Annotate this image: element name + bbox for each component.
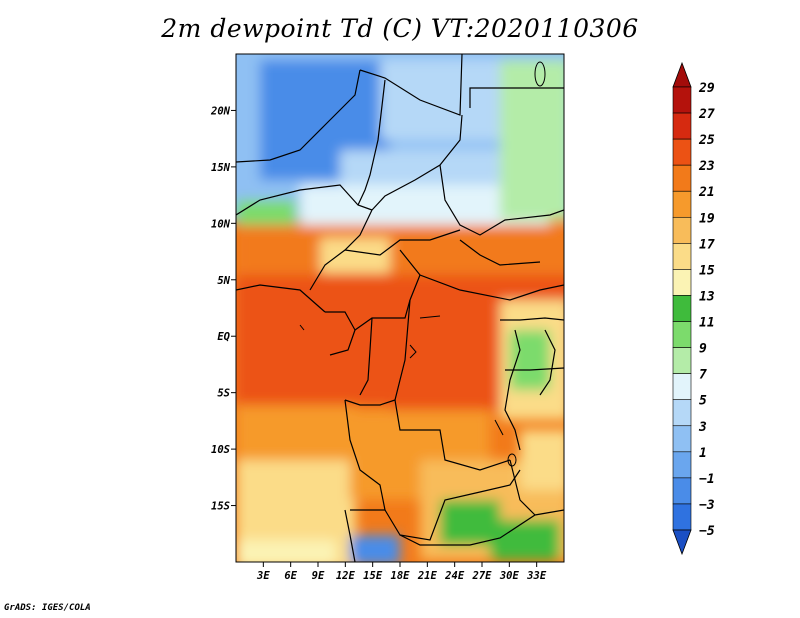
x-tick-label: 9E: [312, 570, 325, 582]
x-tick-label: 21E: [417, 570, 438, 582]
colorbar-label: 3: [698, 420, 707, 435]
colorbar-label: 13: [699, 289, 715, 304]
x-tick-label: 15E: [363, 570, 383, 582]
colorbar-segment: [672, 164, 692, 192]
colorbar-segment: [672, 347, 692, 374]
colorbar-bottom-arrow: [672, 529, 692, 556]
y-tick-label: EQ: [217, 331, 230, 343]
colorbar-label: 9: [699, 342, 707, 357]
y-tick-label: 20N: [210, 105, 231, 117]
colorbar-segment: [672, 190, 692, 218]
colorbar-label: 23: [698, 159, 715, 174]
x-tick-label: 12E: [336, 570, 356, 582]
colorbar-label: −1: [699, 472, 715, 487]
y-tick-label: 15N: [211, 162, 231, 174]
x-tick-label: 3E: [256, 570, 270, 582]
colorbar-segment: [672, 321, 692, 348]
y-tick-label: 5N: [217, 275, 230, 287]
colorbar-label: −3: [699, 498, 715, 513]
x-axis: 3E 6E 9E 12E 15E 18E 21E 24E 27E 30E 33E: [256, 562, 547, 582]
colorbar-label: 17: [699, 237, 715, 252]
colorbar-label: 25: [698, 133, 715, 148]
colorbar-label: 27: [698, 107, 715, 122]
x-tick-label: 18E: [391, 570, 411, 582]
colorbar-label: 21: [698, 185, 715, 200]
colorbar-label: −5: [699, 524, 715, 539]
colorbar-label: 29: [698, 81, 715, 96]
colorbar-segment: [672, 269, 692, 296]
colorbar-segment: [672, 138, 692, 166]
colorbar-segment: [672, 451, 692, 479]
colorbar-label: 15: [699, 263, 715, 278]
chart-title: 2m dewpoint Td (C) VT:2020110306: [161, 14, 639, 43]
colorbar-segment: [672, 295, 692, 322]
colorbar-segment: [672, 243, 692, 270]
colorbar-label: 11: [699, 316, 715, 331]
colorbar-label: 7: [699, 368, 707, 383]
colorbar-segment: [672, 477, 692, 505]
x-tick-label: 33E: [526, 570, 547, 582]
grads-credit: GrADS: IGES/COLA: [4, 603, 91, 613]
colorbar-top-arrow: [672, 61, 692, 88]
x-tick-label: 6E: [284, 570, 297, 582]
y-tick-label: 10N: [211, 218, 231, 230]
colorbar-label: 19: [699, 211, 715, 226]
colorbar-label: 1: [699, 446, 707, 461]
colorbar-segment: [672, 112, 692, 140]
colorbar-segment: [672, 86, 692, 114]
x-tick-label: 24E: [444, 570, 465, 582]
colorbar-label: 5: [699, 394, 707, 409]
y-tick-label: 5S: [217, 388, 230, 400]
x-tick-label: 30E: [499, 570, 520, 582]
dewpoint-field: [236, 54, 564, 562]
y-axis: 20N 15N 10N 5N EQ 5S 10S 15S: [210, 105, 236, 513]
colorbar-segment: [672, 216, 692, 244]
x-tick-label: 27E: [472, 570, 493, 582]
colorbar-segment: [672, 373, 692, 401]
colorbar-segment: [672, 399, 692, 427]
colorbar-segment: [672, 425, 692, 453]
y-tick-label: 10S: [211, 444, 230, 456]
y-tick-label: 15S: [211, 501, 230, 513]
colorbar-segment: [672, 503, 692, 531]
